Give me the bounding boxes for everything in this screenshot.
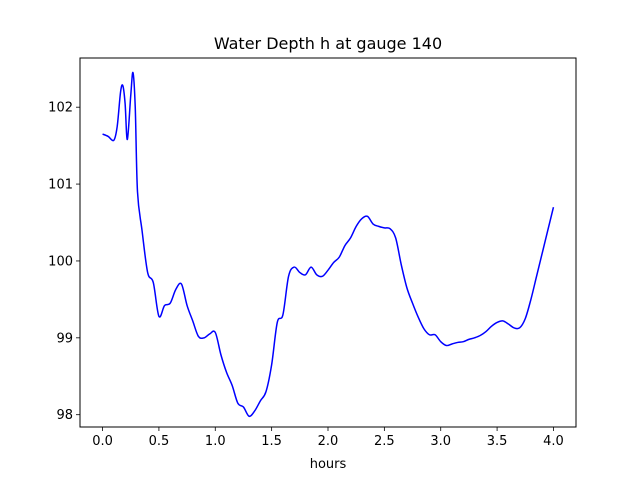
x-tick-label: 3.5	[487, 434, 508, 449]
x-tick-label: 3.0	[430, 434, 451, 449]
plot-frame	[79, 57, 577, 428]
x-tick-label: 0.0	[92, 434, 113, 449]
x-tick-label: 1.5	[261, 434, 282, 449]
y-tick-label: 101	[48, 178, 73, 193]
x-tick-label: 2.5	[374, 434, 395, 449]
x-tick-label: 2.0	[318, 434, 339, 449]
x-axis: 0.0 0.5 1.0 1.5 2.0 2.5 3.0 3.5 4.0	[92, 427, 564, 449]
y-tick-label: 98	[56, 408, 73, 423]
y-tick-label: 99	[56, 331, 73, 346]
y-axis: 98 99 100 101 102	[48, 101, 80, 423]
x-tick-label: 4.0	[543, 434, 564, 449]
chart-title: Water Depth h at gauge 140	[214, 34, 442, 53]
x-tick-label: 0.5	[149, 434, 170, 449]
x-tick-label: 1.0	[205, 434, 226, 449]
x-axis-label: hours	[310, 457, 347, 472]
plot-area	[102, 71, 555, 418]
y-tick-label: 102	[48, 101, 73, 116]
series-line-0	[102, 71, 555, 418]
y-tick-label: 100	[48, 254, 73, 269]
